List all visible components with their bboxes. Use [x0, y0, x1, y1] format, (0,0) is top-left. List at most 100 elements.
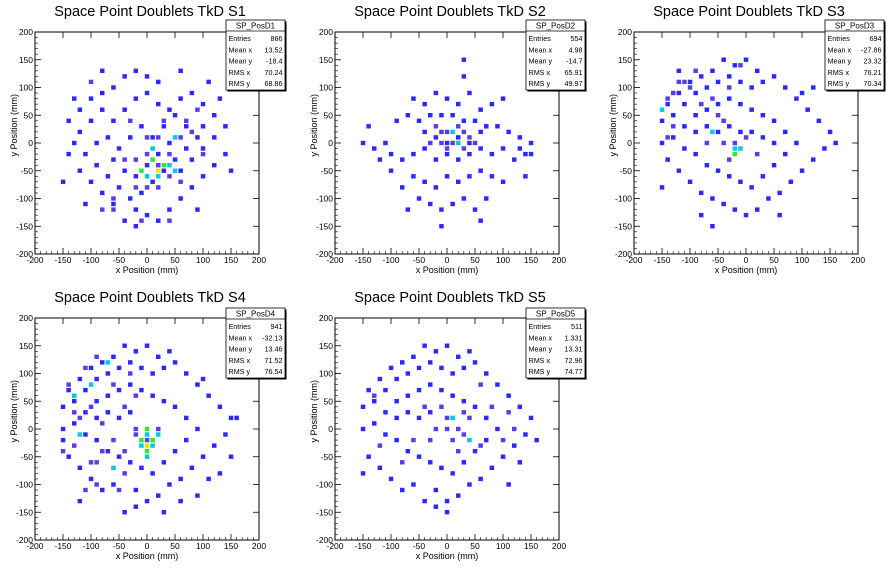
histogram-bin [133, 68, 139, 73]
histogram-bin [794, 96, 799, 101]
histogram-bin [710, 196, 715, 201]
histogram-bin [383, 410, 388, 415]
histogram-bin [94, 163, 99, 168]
histogram-bin [771, 74, 777, 79]
histogram-bin [172, 168, 178, 173]
x-tick-label: 50 [470, 541, 480, 551]
histogram-bin [94, 482, 99, 487]
histogram-bin [66, 118, 71, 123]
histogram-bin [755, 207, 760, 212]
chart-title: Space Point Doublets TkD S5 [354, 290, 546, 306]
histogram-bin [83, 487, 88, 493]
x-tick-label: -200 [26, 541, 43, 551]
histogram-bin [682, 146, 687, 151]
y-tick-label: 50 [24, 396, 34, 406]
histogram-bin [60, 404, 66, 409]
histogram-bin [139, 387, 144, 393]
histogram-bin [94, 399, 99, 404]
histogram-bin [156, 151, 161, 157]
histogram-bin [760, 113, 766, 118]
histogram-bin [687, 179, 693, 184]
histogram-bin [472, 118, 478, 123]
histogram-bin [88, 476, 94, 482]
histogram-panel-1: Space Point Doublets TkD S1 -200-200 -150 -… [9, 4, 287, 275]
histogram-bin [156, 185, 161, 190]
histogram-bin [200, 376, 206, 382]
histogram-bin [394, 376, 399, 382]
histogram-bin [133, 504, 139, 509]
histogram-bin [212, 113, 217, 118]
histogram-bin [467, 135, 472, 140]
histogram-bin [811, 157, 816, 162]
histogram-bin [388, 365, 394, 371]
histogram-bin [506, 393, 511, 398]
y-tick-label: -150 [316, 507, 333, 517]
histogram-bin [111, 85, 116, 90]
histogram-bin [428, 113, 433, 118]
histogram-bin [100, 207, 105, 212]
histogram-bin [383, 432, 388, 437]
histogram-bin [450, 393, 455, 398]
histogram-bin [178, 135, 183, 140]
histogram-bin [693, 90, 698, 96]
histogram-bin [411, 174, 416, 179]
histogram-bin [128, 118, 133, 123]
histogram-bin [184, 118, 189, 123]
histogram-bin [139, 365, 144, 371]
x-tick-label: 0 [744, 255, 749, 265]
histogram-bin [150, 135, 155, 140]
histogram-bin [467, 482, 472, 487]
histogram-bin [433, 124, 439, 129]
histogram-bin [77, 129, 83, 135]
y-tick-label: -200 [615, 249, 632, 259]
stats-label: RMS y [229, 79, 251, 88]
histogram-bin [760, 174, 766, 179]
histogram-bin [439, 224, 444, 229]
histogram-bin [500, 179, 506, 184]
stats-label: Mean y [828, 57, 852, 66]
histogram-bin [411, 354, 416, 359]
histogram-bin [450, 371, 455, 376]
histogram-bin [727, 85, 732, 90]
histogram-bin [411, 96, 416, 101]
histogram-bin [144, 426, 150, 432]
histogram-bin [671, 124, 676, 129]
histogram-bin [727, 157, 732, 162]
y-tick-label: 200 [19, 27, 33, 37]
x-tick-label: 200 [552, 541, 566, 551]
histogram-bin [128, 371, 133, 376]
stats-label: Mean y [229, 57, 253, 66]
histogram-bin [144, 185, 150, 190]
histogram-bin [743, 212, 749, 218]
histogram-bin [456, 426, 461, 432]
stats-box-frame [525, 307, 586, 379]
histogram-bin [439, 465, 444, 470]
histogram-bin [467, 90, 472, 96]
stats-box-name: SP_PosD2 [536, 22, 576, 31]
histogram-bin [456, 140, 461, 146]
histogram-bin [416, 365, 422, 371]
histogram-bin [805, 107, 810, 112]
stats-box: SP_PosD4 Entries 941 Mean x -32.13 Mean y 13.4… [225, 307, 287, 380]
histogram-bin [461, 196, 467, 201]
histogram-bin [172, 157, 178, 162]
histogram-bin [223, 432, 228, 437]
histogram-bin [133, 174, 139, 179]
histogram-bin [156, 426, 161, 432]
stats-value: 554 [571, 34, 583, 43]
histogram-bin [489, 174, 495, 179]
histogram-bin [372, 393, 377, 398]
y-tick-label: -200 [316, 535, 333, 545]
histogram-bin [456, 157, 461, 162]
y-tick-label: 0 [627, 138, 632, 148]
y-tick-label: -100 [615, 194, 632, 204]
histogram-bin [116, 365, 122, 371]
histogram-bin [682, 101, 687, 107]
histogram-bin [111, 201, 116, 207]
histogram-bin [428, 410, 433, 415]
y-tick-label: -150 [16, 221, 33, 231]
histogram-bin [727, 174, 732, 179]
histogram-bin [94, 376, 99, 382]
histogram-bin [732, 63, 738, 68]
histogram-bin [433, 157, 439, 162]
